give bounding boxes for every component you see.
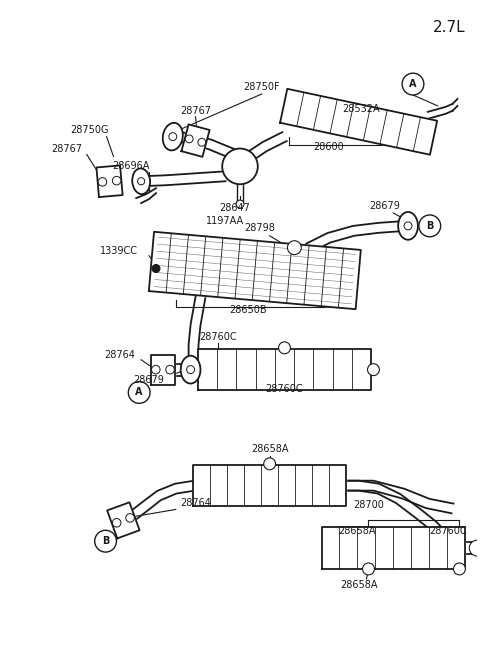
Polygon shape [96,166,122,197]
Circle shape [362,563,374,575]
Circle shape [402,73,424,95]
Text: 28750F: 28750F [243,82,280,92]
Text: 28679: 28679 [133,375,165,384]
Text: 28760C: 28760C [200,332,237,342]
Text: 28767: 28767 [180,106,211,116]
Text: A: A [409,79,417,89]
Circle shape [185,135,193,143]
Text: 28658A: 28658A [340,580,377,590]
Circle shape [169,133,177,141]
Polygon shape [193,465,346,506]
Text: 28600: 28600 [313,141,344,151]
Circle shape [138,178,144,185]
Text: B: B [102,536,109,546]
Ellipse shape [132,168,150,194]
Circle shape [288,241,301,255]
Text: 28647: 28647 [220,203,251,213]
Text: 28700: 28700 [353,500,384,510]
Text: 28696A: 28696A [113,161,150,172]
Circle shape [236,200,244,208]
Circle shape [198,138,206,146]
Circle shape [368,364,379,375]
Circle shape [112,519,121,527]
Text: 2.7L: 2.7L [433,20,466,35]
Ellipse shape [180,356,201,384]
Text: 28798: 28798 [244,223,275,233]
Circle shape [95,531,117,552]
Circle shape [166,365,174,374]
Polygon shape [149,232,361,309]
Text: 28650B: 28650B [229,305,267,315]
Text: 28760C: 28760C [429,526,467,536]
Ellipse shape [398,212,418,240]
Text: 28658A: 28658A [251,444,288,454]
Circle shape [128,382,150,403]
Text: 28767: 28767 [51,143,83,153]
Text: 28764: 28764 [104,350,135,360]
Polygon shape [151,355,175,384]
Circle shape [469,540,480,556]
Polygon shape [280,89,437,155]
Text: 28750G: 28750G [71,124,109,135]
Circle shape [278,342,290,354]
Circle shape [152,265,160,272]
Circle shape [404,222,412,230]
Text: A: A [135,388,143,398]
Text: B: B [426,221,433,231]
Circle shape [152,365,160,374]
Circle shape [187,365,194,373]
Circle shape [419,215,441,236]
Circle shape [222,149,258,184]
Text: 28679: 28679 [369,201,400,211]
Text: 28760C: 28760C [265,384,303,394]
Circle shape [112,176,121,185]
Text: 28764: 28764 [180,498,211,508]
Polygon shape [181,124,210,157]
Circle shape [264,458,276,470]
Text: 28532A: 28532A [342,104,379,114]
Polygon shape [198,349,371,390]
Circle shape [98,178,107,186]
Polygon shape [322,527,465,569]
Text: 28658A: 28658A [338,526,375,536]
Circle shape [454,563,466,575]
Circle shape [126,514,134,522]
Text: 1339CC: 1339CC [100,246,138,255]
Polygon shape [107,502,140,538]
Text: 1197AA: 1197AA [206,216,244,226]
Ellipse shape [163,123,183,151]
